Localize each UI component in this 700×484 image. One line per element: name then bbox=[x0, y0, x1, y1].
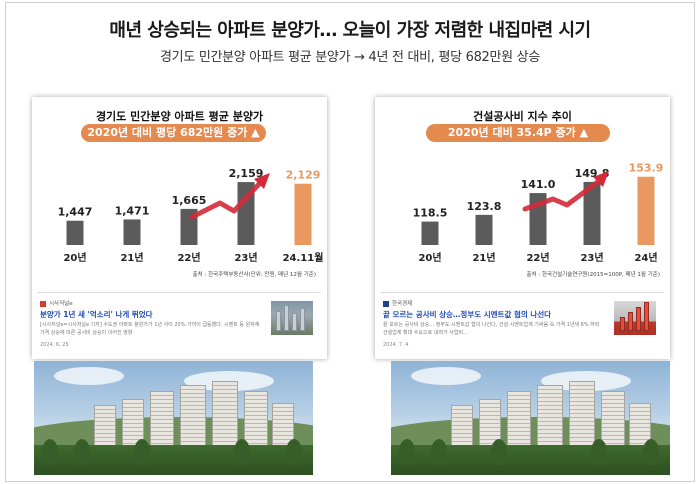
panel-construction-cost-index: 건설공사비 지수 추이 2020년 대비 35.4P 증가 ▲ 118.5 20년… bbox=[375, 97, 670, 359]
trend-arrow bbox=[522, 171, 609, 212]
news-date: 2024. 7. 4 bbox=[383, 342, 409, 348]
category-label: 22년 bbox=[177, 251, 200, 264]
value-label: 123.8 bbox=[467, 200, 502, 213]
value-label: 2,159 bbox=[229, 167, 264, 180]
increase-badge: 2020년 대비 35.4P 증가 ▲ bbox=[426, 124, 610, 142]
trend-arrow bbox=[189, 173, 270, 220]
outlet-name: 시사저널e bbox=[49, 301, 73, 307]
bar-23년 bbox=[237, 182, 255, 245]
category-label: 20년 bbox=[418, 251, 441, 264]
value-label: 141.0 bbox=[521, 178, 556, 191]
news-date: 2024. 6. 25 bbox=[40, 342, 69, 348]
value-label: 1,447 bbox=[58, 206, 93, 219]
news-thumbnail-image[interactable] bbox=[271, 301, 313, 335]
apartment-complex-photo bbox=[34, 361, 313, 475]
source-note: 출처 : 한국주택부동산사(단위: 만원, 매년 12월 기준) bbox=[192, 272, 316, 278]
category-label: 24년 bbox=[634, 251, 657, 264]
category-label: 20년 bbox=[63, 251, 86, 264]
news-outlet: 시사저널e bbox=[40, 299, 73, 307]
source-note: 출처 : 한국건설기술연구원(2015=100P, 매년 1월 기준) bbox=[526, 272, 660, 278]
bar-chart-presale-price: 1,447 20년 1,471 21년 1,665 22년 2,159 23년 2,129 24.… bbox=[58, 167, 324, 264]
bar-23년 bbox=[583, 181, 601, 245]
apartment-complex-photo bbox=[391, 361, 670, 475]
chart-title: 건설공사비 지수 추이 bbox=[473, 110, 572, 123]
outer-frame bbox=[5, 2, 695, 482]
category-label: 22년 bbox=[526, 251, 549, 264]
panel-presale-price: 경기도 민간분양 아파트 평균 분양가 2020년 대비 평당 682만원 증가… bbox=[32, 97, 327, 359]
news-thumbnail-image[interactable] bbox=[614, 301, 656, 335]
news-headline-link[interactable]: 끝 모르는 공사비 상승…정부도 시멘트값 협의 나선다 bbox=[383, 310, 552, 319]
bar-20년 bbox=[421, 221, 439, 245]
category-label: 21년 bbox=[472, 251, 495, 264]
value-label: 1,665 bbox=[172, 194, 207, 207]
outlet-name: 한국경제 bbox=[392, 301, 413, 307]
news-card[interactable]: 시사저널e 분양가 1년 새 '억소리' 나게 뛰었다 [시사저널e=시사저널e… bbox=[38, 292, 321, 354]
news-outlet: 한국경제 bbox=[383, 299, 412, 307]
news-summary: 끝 모르는 공사비 상승… 정부도 시멘트값 협의 나선다, 건설·시멘트업계 … bbox=[383, 322, 600, 336]
value-label: 2,129 bbox=[286, 169, 321, 182]
bar-20년 bbox=[66, 220, 84, 245]
bar-24년 bbox=[637, 176, 655, 245]
bar-21년 bbox=[123, 219, 141, 245]
category-label: 23년 bbox=[234, 251, 257, 264]
value-label: 1,471 bbox=[115, 204, 150, 217]
increase-badge: 2020년 대비 평당 682만원 증가 ▲ bbox=[81, 124, 266, 142]
outlet-logo-icon bbox=[40, 300, 46, 307]
news-card[interactable]: 한국경제 끝 모르는 공사비 상승…정부도 시멘트값 협의 나선다 끝 모르는 … bbox=[381, 292, 664, 354]
category-label: 21년 bbox=[120, 251, 143, 264]
news-summary: [시사저널e=시사저널e 기자] 수도권 아파트 분양가가 1년 사이 20% … bbox=[40, 322, 260, 336]
value-label: 153.9 bbox=[629, 162, 664, 175]
value-label: 118.5 bbox=[413, 207, 448, 220]
bar-24.11월 bbox=[294, 183, 312, 245]
category-label: 23년 bbox=[580, 251, 603, 264]
outlet-logo-icon bbox=[383, 300, 389, 307]
headline: 매년 상승되는 아파트 분양가… 오늘이 가장 저렴한 내집마련 시기 bbox=[109, 20, 591, 41]
subheadline: 경기도 민간분양 아파트 평균 분양가 → 4년 전 대비, 평당 682만원 … bbox=[160, 50, 540, 65]
news-headline-link[interactable]: 분양가 1년 새 '억소리' 나게 뛰었다 bbox=[40, 310, 153, 319]
bar-21년 bbox=[475, 214, 493, 245]
category-label: 24.11월 bbox=[283, 252, 324, 264]
chart-title: 경기도 민간분양 아파트 평균 분양가 bbox=[95, 110, 264, 123]
